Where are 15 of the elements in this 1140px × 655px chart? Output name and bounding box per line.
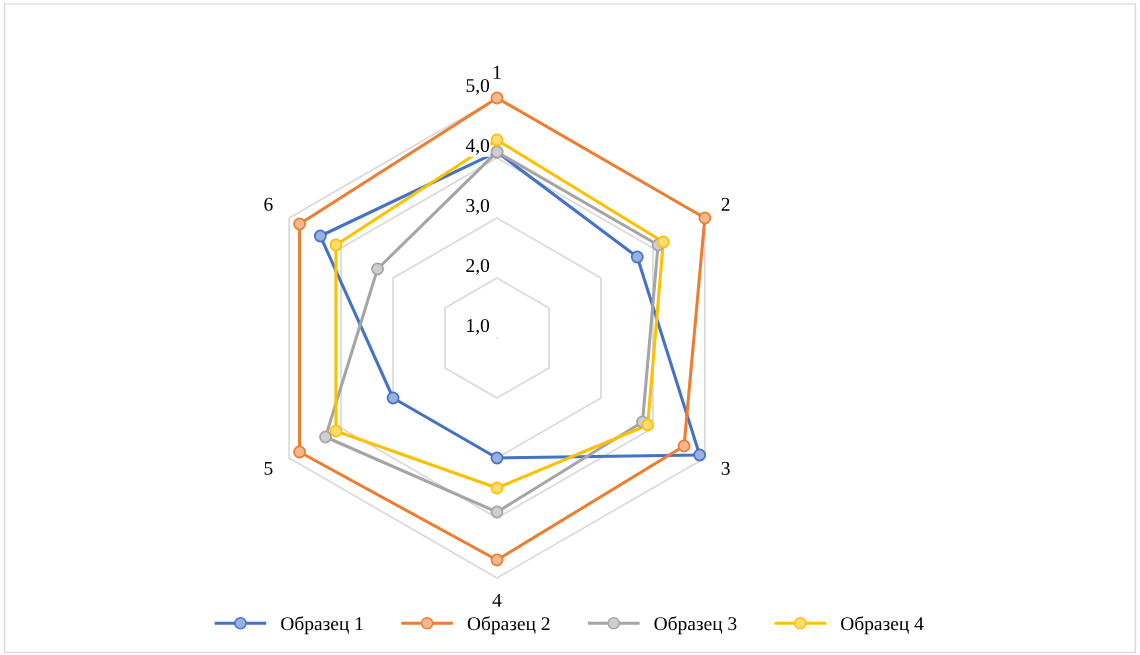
spoke-label: 6: [264, 197, 273, 211]
y-tick-label: 2,0: [466, 258, 490, 275]
y-tick-label: 5,0: [466, 78, 490, 95]
legend-label: Образец 4: [841, 616, 924, 635]
spoke-label: 1: [493, 65, 501, 79]
y-tick-label: 4,0: [465, 138, 490, 155]
spoke-label: 5: [264, 461, 273, 475]
y-tick-label: 3,0: [466, 198, 490, 215]
legend-label: Образец 1: [281, 616, 363, 635]
spoke-label: 3: [721, 461, 730, 475]
legend-label: Образец 2: [467, 616, 550, 635]
spoke-label: 4: [492, 593, 502, 607]
y-tick-label: 1,0: [467, 318, 490, 335]
legend-label: Образец 3: [654, 616, 737, 635]
spoke-label: 2: [721, 197, 730, 211]
